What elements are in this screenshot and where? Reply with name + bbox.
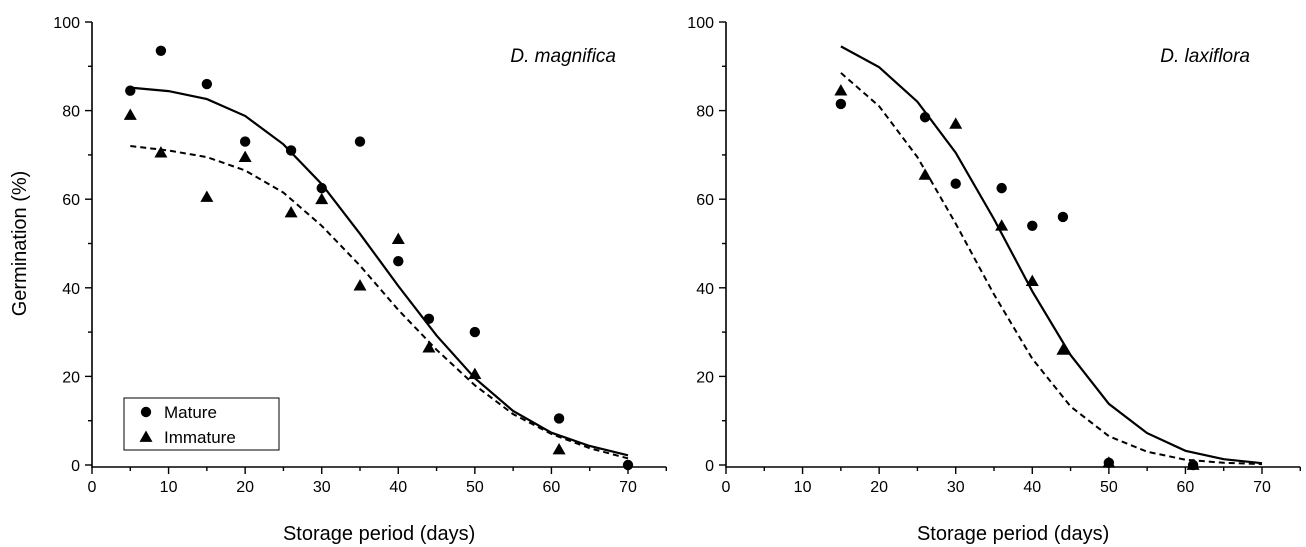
y-tick-label: 0 [71, 458, 80, 475]
point-mature [469, 326, 481, 338]
x-tick-label: 10 [794, 479, 812, 496]
point-mature [622, 459, 634, 471]
chart-panel-d-magnifica: 0 10 20 30 40 50 60 70 0 20 40 60 80 100 Storage perio… [9, 15, 667, 545]
point-mature [835, 98, 847, 110]
point-mature [393, 256, 404, 267]
y-tick-label: 40 [62, 281, 80, 298]
point-immature [834, 84, 848, 96]
point-immature [123, 108, 137, 120]
point-mature [201, 78, 213, 90]
y-tick-label: 80 [696, 104, 714, 121]
x-axis-label: Storage period (days) [917, 523, 1109, 545]
point-mature [285, 145, 297, 156]
legend-label-mature: Mature [164, 403, 217, 422]
y-tick-label: 20 [62, 369, 80, 386]
legend-label-immature: Immature [164, 428, 236, 447]
y-tick-label: 60 [62, 192, 80, 209]
x-tick-label: 20 [236, 479, 254, 496]
y-axis-label: Germination (%) [9, 171, 31, 317]
x-tick-label: 40 [389, 479, 407, 496]
x-axis-label: Storage period (days) [283, 523, 475, 545]
x-tick-label: 70 [1253, 479, 1271, 496]
panel-title: D. laxiflora [1160, 46, 1250, 67]
x-tick-label: 50 [466, 479, 484, 496]
fit-curve-immature [130, 145, 629, 460]
point-immature [1102, 456, 1116, 468]
point-mature [1027, 220, 1038, 231]
y-tick-label: 80 [62, 104, 80, 121]
point-immature [552, 442, 566, 455]
chart-panel-d-laxiflora: 0 10 20 30 40 50 60 70 0 20 40 60 80 100 Storage perio… [687, 15, 1301, 545]
point-mature [155, 45, 167, 56]
fit-curve-immature [840, 72, 1263, 466]
legend-marker-mature [140, 406, 152, 418]
point-immature [1056, 343, 1070, 355]
legend: Mature Immature [123, 397, 280, 451]
point-mature [1057, 211, 1069, 223]
legend-marker-immature [139, 430, 153, 442]
x-tick-label: 60 [1177, 479, 1195, 496]
fit-curve-mature [840, 45, 1263, 465]
x-tick-label: 30 [947, 479, 965, 496]
x-tick-label: 60 [543, 479, 561, 496]
point-mature [996, 182, 1007, 194]
point-mature [423, 313, 435, 325]
point-mature [950, 178, 961, 189]
y-tick-label: 100 [687, 15, 714, 32]
point-immature [353, 279, 367, 291]
panel-title: D. magnifica [510, 46, 616, 67]
x-tick-label: 0 [722, 479, 731, 496]
x-tick-label: 20 [870, 479, 888, 496]
point-mature [125, 85, 136, 96]
x-tick-label: 40 [1023, 479, 1041, 496]
point-immature [949, 117, 963, 129]
x-tick-label: 70 [619, 479, 637, 496]
point-mature [316, 182, 327, 194]
axis-lines [725, 22, 1301, 468]
y-tick-label: 40 [696, 281, 714, 298]
y-tick-label: 20 [696, 369, 714, 386]
fit-curve-mature [130, 86, 629, 457]
point-immature [284, 205, 298, 218]
point-immature [468, 367, 482, 380]
point-immature [238, 150, 252, 162]
point-immature [918, 168, 932, 180]
x-tick-label: 10 [160, 479, 178, 496]
y-tick-label: 100 [53, 15, 80, 32]
point-immature [391, 232, 405, 244]
point-mature [354, 136, 366, 147]
point-immature [154, 146, 168, 158]
x-tick-label: 0 [88, 479, 97, 496]
point-mature [239, 136, 251, 147]
point-mature [919, 112, 931, 123]
y-tick-label: 60 [696, 192, 714, 209]
point-immature [200, 190, 214, 202]
point-mature [553, 413, 565, 424]
point-immature [422, 341, 436, 353]
x-tick-label: 30 [313, 479, 331, 496]
point-immature [995, 219, 1009, 231]
y-tick-label: 0 [705, 458, 714, 475]
point-immature [1186, 458, 1200, 470]
x-tick-label: 50 [1100, 479, 1118, 496]
point-immature [315, 192, 329, 205]
point-immature [1025, 274, 1039, 287]
